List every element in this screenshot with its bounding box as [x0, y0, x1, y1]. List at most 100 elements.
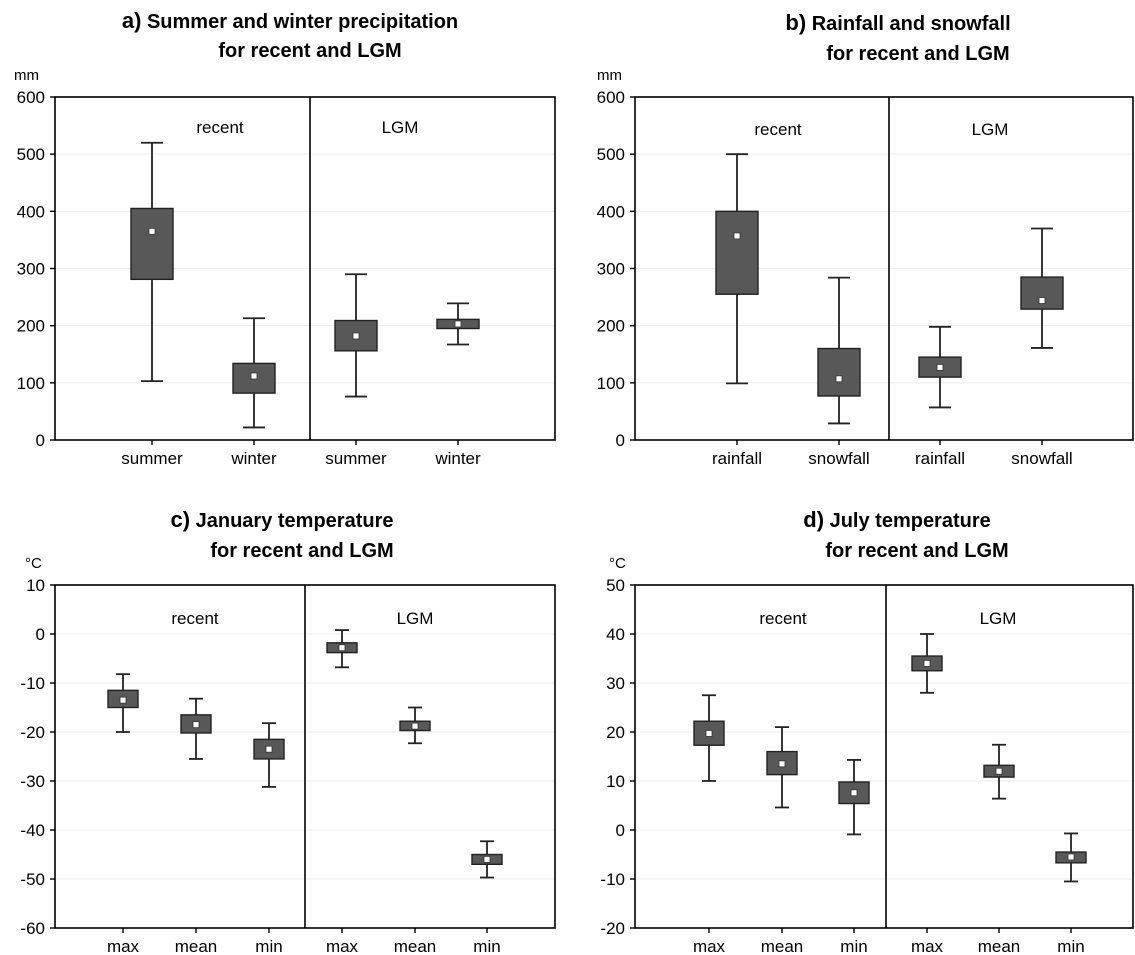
box-lgm-winter — [436, 302, 480, 346]
x-tick-label: min — [473, 937, 500, 955]
x-tick-label: min — [1057, 937, 1084, 955]
mean-marker — [119, 696, 127, 704]
group-label-lgm: LGM — [397, 609, 434, 628]
chart-panel-c: c) January temperature for recent and LGM… — [20, 507, 556, 955]
y-tick-label: 500 — [597, 145, 625, 164]
mean-marker — [835, 375, 843, 383]
y-axis-unit-label: mm — [14, 67, 39, 84]
chart-title-line1: b) Rainfall and snowfall — [785, 10, 1010, 35]
x-tick-label: snowfall — [808, 449, 869, 468]
box-recent-rainfall — [715, 153, 759, 385]
y-tick-label: 100 — [597, 374, 625, 393]
box-lgm-mean — [983, 743, 1015, 800]
x-tick-label: min — [255, 937, 282, 955]
y-tick-label: 0 — [616, 821, 625, 840]
box-lgm-snowfall — [1020, 227, 1064, 349]
chart-panel-d: d) July temperature for recent and LGM °C -… — [600, 507, 1134, 955]
y-tick-label: -10 — [600, 870, 625, 889]
y-tick-label: 10 — [26, 576, 45, 595]
y-tick-label: 300 — [597, 260, 625, 279]
chart-title-line2: for recent and LGM — [218, 40, 401, 62]
y-tick-label: -10 — [20, 674, 45, 693]
panel-letter: a) — [122, 8, 142, 33]
box-lgm-min — [471, 840, 503, 879]
group-label-lgm: LGM — [382, 118, 419, 137]
y-tick-label: 30 — [606, 674, 625, 693]
y-axis-unit-label: °C — [609, 555, 626, 572]
y-tick-label: 200 — [597, 317, 625, 336]
x-tick-label: winter — [434, 449, 481, 468]
x-tick-label: rainfall — [712, 449, 762, 468]
box-recent-summer — [130, 141, 174, 383]
x-tick-label: max — [911, 937, 944, 955]
chart-title-line2: for recent and LGM — [825, 540, 1008, 562]
box-lgm-rainfall — [918, 325, 962, 409]
chart-panel-a: a) Summer and winter precipitation for re… — [14, 8, 556, 468]
y-tick-label: 500 — [17, 145, 45, 164]
box-recent-snowfall — [817, 276, 861, 425]
mean-marker — [778, 760, 786, 768]
y-tick-label: -40 — [20, 821, 45, 840]
x-tick-label: rainfall — [915, 449, 965, 468]
y-tick-label: -50 — [20, 870, 45, 889]
y-tick-label: 0 — [616, 431, 625, 450]
mean-marker — [454, 320, 462, 328]
box-recent-max — [107, 673, 139, 733]
mean-marker — [483, 856, 491, 863]
panel-letter: b) — [785, 10, 806, 35]
y-tick-label: 0 — [36, 625, 45, 644]
group-label-recent: recent — [759, 609, 807, 628]
box-recent-mean — [180, 697, 212, 760]
y-tick-label: 100 — [17, 374, 45, 393]
y-tick-label: 400 — [597, 202, 625, 221]
y-tick-label: -30 — [20, 772, 45, 791]
mean-marker — [192, 721, 200, 729]
box-lgm-min — [1055, 832, 1087, 883]
x-tick-label: mean — [978, 937, 1021, 955]
chart-title-line1: a) Summer and winter precipitation — [122, 8, 458, 33]
y-tick-label: 50 — [606, 576, 625, 595]
title-text: July temperature — [830, 510, 991, 532]
y-tick-label: 0 — [36, 431, 45, 450]
mean-marker — [338, 644, 346, 652]
box-body — [817, 347, 861, 397]
y-tick-label: 10 — [606, 772, 625, 791]
plot-frame — [634, 584, 1134, 929]
group-label-recent: recent — [754, 120, 802, 139]
box-lgm-max — [911, 633, 943, 694]
mean-marker — [265, 745, 273, 753]
y-tick-label: -20 — [600, 919, 625, 938]
mean-marker — [850, 789, 858, 797]
mean-marker — [411, 722, 419, 730]
y-tick-label: 200 — [17, 317, 45, 336]
mean-marker — [995, 767, 1003, 775]
title-text: Summer and winter precipitation — [147, 11, 458, 33]
box-recent-mean — [766, 726, 798, 809]
x-tick-label: max — [693, 937, 726, 955]
chart-title-line2: for recent and LGM — [826, 43, 1009, 65]
box-recent-winter — [232, 317, 276, 429]
x-tick-label: min — [840, 937, 867, 955]
y-tick-label: 600 — [597, 88, 625, 107]
box-lgm-mean — [399, 706, 431, 745]
mean-marker — [1038, 297, 1046, 304]
chart-title-line2: for recent and LGM — [210, 540, 393, 562]
title-text: January temperature — [196, 510, 394, 532]
panel-letter: c) — [171, 507, 191, 532]
group-label-recent: recent — [196, 118, 244, 137]
x-tick-label: mean — [175, 937, 218, 955]
y-tick-label: 40 — [606, 625, 625, 644]
box-body — [715, 210, 759, 295]
x-tick-label: max — [107, 937, 140, 955]
group-label-recent: recent — [171, 609, 219, 628]
y-tick-label: 20 — [606, 723, 625, 742]
box-lgm-summer — [334, 273, 378, 398]
y-axis-unit-label: mm — [597, 67, 622, 84]
box-recent-max — [693, 694, 725, 782]
x-tick-label: summer — [325, 449, 387, 468]
y-tick-label: 300 — [17, 260, 45, 279]
box-body — [693, 720, 725, 746]
mean-marker — [352, 332, 360, 340]
mean-marker — [250, 372, 258, 380]
